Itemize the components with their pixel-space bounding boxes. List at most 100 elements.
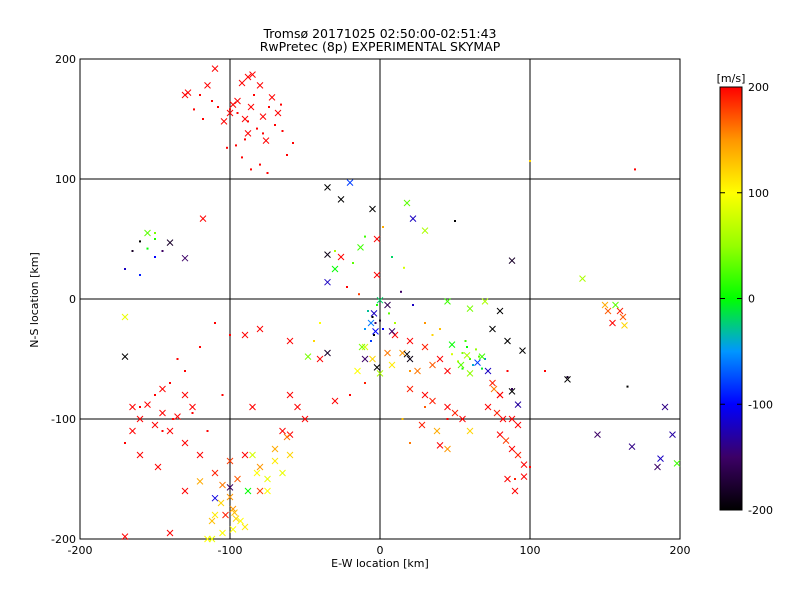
data-point-x xyxy=(129,427,136,435)
data-point-x xyxy=(324,349,331,357)
data-point-x xyxy=(121,313,129,321)
data-point-x xyxy=(331,265,339,273)
y-axis: -200 -100 0 100 200 xyxy=(51,53,680,546)
colorbar-tick-label: 0 xyxy=(748,293,755,306)
data-point-dot xyxy=(124,268,126,270)
data-point-x xyxy=(166,239,174,246)
data-point-dot xyxy=(400,290,402,293)
data-point-x xyxy=(181,487,189,495)
data-point-x xyxy=(196,451,204,459)
data-point-x xyxy=(367,319,375,327)
data-point-x xyxy=(219,481,226,489)
data-point-dot xyxy=(401,418,404,420)
data-point-x xyxy=(484,403,492,411)
colorbar: [m/s] -200 -100 0 100 200 xyxy=(717,72,773,517)
data-point-x xyxy=(489,379,496,387)
data-point-x xyxy=(238,79,246,87)
data-point-dot xyxy=(346,286,348,288)
data-point-dot xyxy=(334,250,336,252)
data-point-dot xyxy=(352,262,354,264)
data-point-x xyxy=(226,484,234,491)
data-point-x xyxy=(409,215,417,222)
data-point-x xyxy=(514,421,522,429)
data-point-dot xyxy=(514,478,516,480)
data-point-x xyxy=(376,370,384,377)
data-point-x xyxy=(222,511,229,519)
data-point-dot xyxy=(319,322,321,324)
data-point-x xyxy=(564,376,571,383)
data-point-dot xyxy=(161,430,164,432)
data-point-x xyxy=(429,397,436,405)
data-point-dot xyxy=(409,442,411,444)
data-point-dot xyxy=(268,106,270,108)
colorbar-tick-label: -200 xyxy=(748,504,773,517)
data-point-x xyxy=(271,457,279,465)
data-point-x xyxy=(403,350,411,358)
data-point-dot xyxy=(286,154,288,156)
data-point-dot xyxy=(364,382,366,384)
data-point-dot xyxy=(475,348,477,351)
x-tick-label: 200 xyxy=(670,544,691,557)
data-point-x xyxy=(208,517,216,525)
data-point-x xyxy=(144,229,151,237)
data-point-x xyxy=(324,251,331,258)
data-point-x xyxy=(669,431,676,438)
colorbar-ticks: -200 -100 0 100 200 xyxy=(720,81,773,517)
data-point-x xyxy=(231,509,238,516)
data-point-dot xyxy=(139,274,141,276)
data-point-dot xyxy=(199,346,201,348)
data-point-x xyxy=(474,359,481,366)
data-point-x xyxy=(372,328,379,335)
data-point-x xyxy=(244,487,252,495)
data-point-x xyxy=(444,445,451,453)
data-point-dot xyxy=(250,168,252,171)
data-point-x xyxy=(499,415,507,423)
data-point-dot xyxy=(229,108,231,111)
data-point-x xyxy=(211,469,219,477)
data-point-dot xyxy=(511,388,513,390)
data-point-x xyxy=(370,310,378,317)
data-point-dot xyxy=(202,118,204,120)
data-point-x xyxy=(121,353,129,360)
data-point-x xyxy=(204,82,211,89)
data-point-dot xyxy=(206,430,209,432)
data-point-x xyxy=(657,455,664,462)
data-point-x xyxy=(286,451,294,459)
data-point-dot xyxy=(199,94,201,96)
data-point-x xyxy=(264,487,271,495)
data-point-x xyxy=(463,352,471,359)
data-point-x xyxy=(466,370,474,377)
data-point-x xyxy=(448,341,456,348)
plot-area xyxy=(79,58,681,543)
data-point-dot xyxy=(566,376,569,378)
data-point-dot xyxy=(211,100,213,102)
data-point-x xyxy=(211,494,219,502)
data-point-dot xyxy=(281,130,284,132)
data-point-x xyxy=(508,388,516,395)
colorbar-tick-label: 100 xyxy=(748,187,769,200)
data-point-dot xyxy=(124,442,126,444)
data-point-x xyxy=(520,461,528,468)
data-point-x xyxy=(324,184,331,191)
data-point-dot xyxy=(266,172,269,174)
data-point-x xyxy=(514,451,522,459)
data-point-x xyxy=(406,337,414,345)
data-point-x xyxy=(496,431,504,438)
data-point-x xyxy=(304,353,312,360)
data-point-x xyxy=(199,215,207,222)
data-point-dot xyxy=(154,232,156,234)
data-point-x xyxy=(316,355,324,363)
data-point-dot xyxy=(139,240,141,243)
data-point-x xyxy=(429,361,436,369)
data-point-dot xyxy=(506,370,509,372)
data-point-x xyxy=(384,301,391,309)
data-point-x xyxy=(444,403,451,411)
data-point-x xyxy=(520,473,528,480)
data-point-x xyxy=(229,505,237,513)
data-point-dot xyxy=(241,156,243,159)
data-point-x xyxy=(279,427,286,435)
x-axis-label: E-W location [km] xyxy=(331,557,429,570)
data-point-x xyxy=(244,73,252,81)
data-point-dot xyxy=(394,322,396,324)
data-point-x xyxy=(121,533,129,540)
